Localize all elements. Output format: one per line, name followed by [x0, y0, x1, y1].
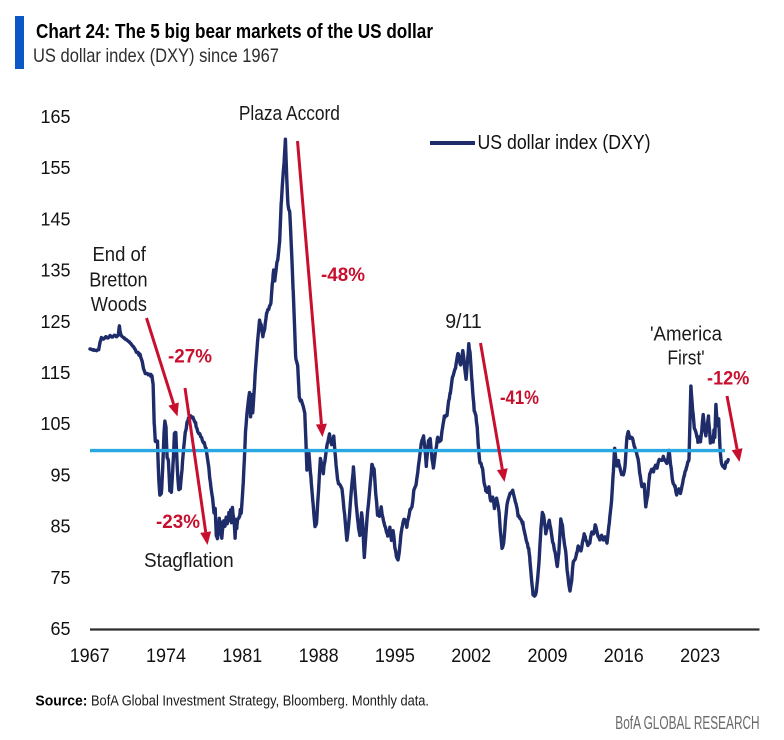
svg-text:2016: 2016 [604, 646, 644, 667]
svg-text:US dollar index (DXY) since 19: US dollar index (DXY) since 1967 [33, 45, 279, 67]
svg-text:65: 65 [51, 618, 71, 639]
svg-text:9/11: 9/11 [445, 310, 482, 333]
svg-text:125: 125 [41, 311, 71, 332]
svg-text:2009: 2009 [528, 646, 568, 667]
svg-text:95: 95 [51, 464, 71, 485]
svg-text:Woods: Woods [91, 293, 147, 316]
svg-text:'America: 'America [650, 322, 723, 345]
svg-text:-48%: -48% [321, 264, 365, 286]
svg-text:165: 165 [41, 106, 71, 127]
svg-text:145: 145 [41, 208, 71, 229]
svg-text:BofA Global Investment Strateg: BofA Global Investment Strategy, Bloombe… [91, 693, 429, 710]
svg-text:First': First' [667, 346, 704, 369]
svg-text:BofA GLOBAL RESEARCH: BofA GLOBAL RESEARCH [615, 713, 759, 733]
svg-text:1988: 1988 [299, 646, 339, 667]
svg-text:105: 105 [41, 413, 71, 434]
svg-text:1981: 1981 [222, 646, 262, 667]
svg-text:Chart 24: The 5 big bear marke: Chart 24: The 5 big bear markets of the … [36, 20, 433, 43]
svg-text:75: 75 [51, 567, 71, 588]
svg-text:-12%: -12% [707, 368, 749, 390]
svg-text:1974: 1974 [146, 646, 186, 667]
svg-text:85: 85 [51, 516, 71, 537]
svg-text:135: 135 [41, 260, 71, 281]
svg-text:Source:: Source: [35, 693, 87, 710]
svg-text:-27%: -27% [168, 346, 212, 368]
svg-text:Bretton: Bretton [89, 269, 147, 292]
svg-text:-41%: -41% [500, 387, 539, 409]
svg-text:1967: 1967 [70, 646, 110, 667]
svg-text:Stagflation: Stagflation [144, 549, 234, 572]
svg-text:1995: 1995 [375, 646, 415, 667]
svg-text:155: 155 [41, 157, 71, 178]
svg-text:-23%: -23% [156, 511, 200, 533]
svg-text:2002: 2002 [451, 646, 491, 667]
svg-text:Plaza Accord: Plaza Accord [239, 102, 340, 125]
svg-text:2023: 2023 [680, 646, 720, 667]
svg-text:End of: End of [92, 243, 146, 266]
svg-text:115: 115 [41, 362, 71, 383]
svg-text:US dollar index (DXY): US dollar index (DXY) [478, 131, 651, 154]
